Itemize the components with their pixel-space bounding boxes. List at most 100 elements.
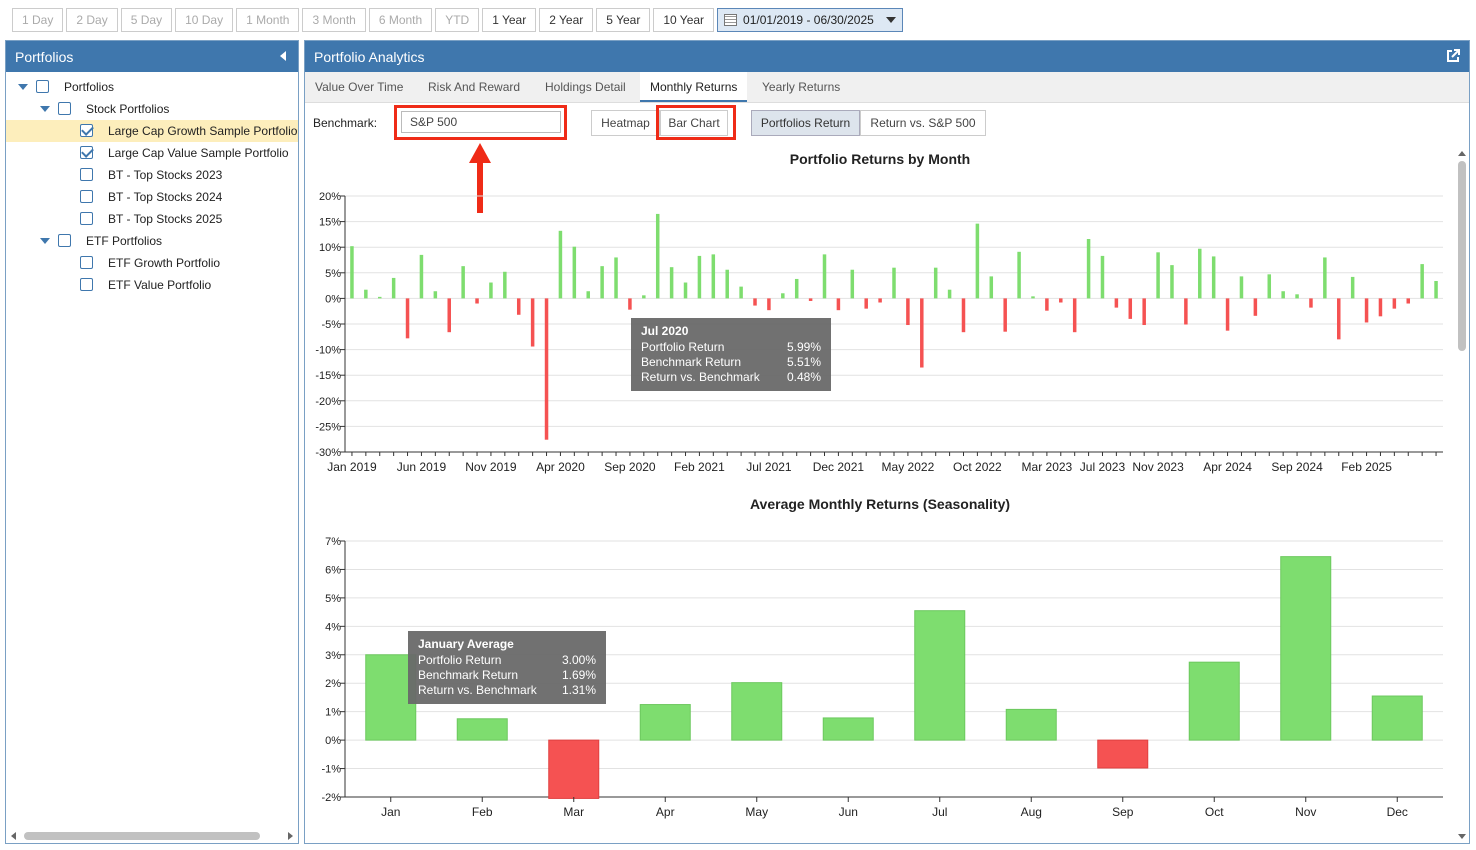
x-tick-label: May 2022	[882, 460, 935, 474]
bar	[725, 269, 729, 299]
tooltip-title: January Average	[418, 637, 514, 651]
bar	[548, 739, 600, 799]
tab-risk-and-reward[interactable]: Risk And Reward	[428, 80, 521, 94]
tree-item-label: BT - Top Stocks 2023	[108, 168, 223, 182]
bar	[947, 289, 952, 299]
expand-arrow-icon[interactable]	[40, 106, 50, 112]
y-tick-label: 6%	[325, 564, 341, 576]
tab-yearly-returns[interactable]: Yearly Returns	[762, 80, 841, 94]
scroll-left-icon[interactable]	[11, 832, 16, 840]
tree-item-checkbox[interactable]	[80, 212, 93, 225]
range-3-month-button[interactable]: 3 Month	[302, 8, 366, 32]
tree-item[interactable]: ETF Portfolios	[6, 230, 298, 252]
x-tick-label: Apr 2024	[1203, 460, 1252, 474]
tree-item-checkbox[interactable]	[80, 146, 93, 159]
tooltip-row: Return vs. Benchmark 1.31%	[418, 683, 596, 698]
tree-item[interactable]: BT - Top Stocks 2025	[6, 208, 298, 230]
bar	[836, 298, 841, 311]
tree-item-checkbox[interactable]	[36, 80, 49, 93]
bar	[1280, 556, 1332, 741]
bar	[1072, 298, 1077, 333]
tree-item-checkbox[interactable]	[80, 256, 93, 269]
bar-chart-button[interactable]: Bar Chart	[660, 110, 728, 136]
range-1-year-button[interactable]: 1 Year	[482, 8, 537, 32]
tree-item[interactable]: BT - Top Stocks 2023	[6, 164, 298, 186]
tree-item-checkbox[interactable]	[80, 190, 93, 203]
vertical-scrollbar[interactable]	[1457, 151, 1467, 841]
tree-item[interactable]: ETF Value Portfolio	[6, 274, 298, 296]
tree-item-checkbox[interactable]	[80, 278, 93, 291]
bar	[1364, 298, 1369, 323]
tree-item[interactable]: Portfolios	[6, 76, 298, 98]
tree-item-label: BT - Top Stocks 2025	[108, 212, 223, 226]
tooltip-row: Return vs. Benchmark 0.48%	[641, 370, 821, 385]
scroll-down-icon[interactable]	[1458, 834, 1466, 839]
tree-item-checkbox[interactable]	[80, 168, 93, 181]
range-10-year-button[interactable]: 10 Year	[653, 8, 715, 32]
expand-arrow-icon[interactable]	[18, 84, 28, 90]
bar	[1170, 265, 1174, 299]
seasonality-chart-title: Average Monthly Returns (Seasonality)	[749, 496, 1011, 512]
bar	[1225, 298, 1230, 331]
tree-item[interactable]: ETF Growth Portfolio	[6, 252, 298, 274]
tree-item[interactable]: Large Cap Growth Sample Portfolio	[6, 120, 298, 142]
bar	[364, 289, 368, 299]
bar	[781, 293, 785, 299]
bar	[1420, 264, 1424, 299]
tree-item-checkbox[interactable]	[80, 124, 93, 137]
benchmark-input[interactable]: S&P 500	[401, 111, 561, 133]
collapse-panel-icon[interactable]	[280, 51, 286, 61]
horizontal-scrollbar[interactable]	[6, 827, 298, 843]
tree-item[interactable]: Stock Portfolios	[6, 98, 298, 120]
range-1-day-button[interactable]: 1 Day	[12, 8, 64, 32]
bar	[975, 223, 980, 299]
x-tick-label: Apr	[656, 805, 675, 819]
bar	[433, 291, 438, 299]
external-link-icon[interactable]	[1446, 49, 1460, 63]
tree-item-checkbox[interactable]	[58, 234, 71, 247]
portfolios-return-button[interactable]: Portfolios Return	[751, 110, 860, 136]
range-5-day-button[interactable]: 5 Day	[120, 8, 173, 32]
scrollbar-thumb[interactable]	[1458, 161, 1466, 351]
range-2-day-button[interactable]: 2 Day	[66, 8, 118, 32]
tab-value-over-time[interactable]: Value Over Time	[315, 80, 404, 94]
x-tick-label: Nov	[1295, 805, 1316, 819]
range-ytd-button[interactable]: YTD	[435, 8, 480, 32]
bar	[822, 254, 827, 299]
scrollbar-thumb[interactable]	[24, 832, 260, 840]
expand-arrow-icon[interactable]	[40, 238, 50, 244]
bar	[920, 298, 924, 368]
tooltip-label: Benchmark Return	[418, 668, 519, 682]
tree-item[interactable]: BT - Top Stocks 2024	[6, 186, 298, 208]
bar	[794, 278, 799, 299]
bar	[642, 295, 646, 299]
y-tick-label: 4%	[325, 621, 341, 633]
bar-chart-highlight-box	[656, 105, 736, 140]
y-tick-label: -10%	[315, 345, 341, 357]
tree-item[interactable]: Large Cap Value Sample Portfolio	[6, 142, 298, 164]
heatmap-button[interactable]: Heatmap	[591, 110, 660, 136]
range-2-year-button[interactable]: 2 Year	[539, 8, 594, 32]
tooltip-value: 1.69%	[561, 668, 596, 682]
tab-monthly-returns[interactable]: Monthly Returns	[640, 72, 748, 102]
x-tick-label: Jul 2021	[746, 460, 792, 474]
y-tick-label: 20%	[319, 191, 341, 203]
return-vs-benchmark-button[interactable]: Return vs. S&P 500	[860, 110, 986, 136]
x-tick-label: Dec	[1387, 805, 1408, 819]
tab-holdings-detail[interactable]: Holdings Detail	[545, 80, 626, 94]
range-1-month-button[interactable]: 1 Month	[236, 8, 300, 32]
bar	[600, 266, 604, 299]
range-10-day-button[interactable]: 10 Day	[175, 8, 234, 32]
bar	[864, 298, 868, 309]
monthly-returns-chart: 20% 15% 10% 5% 0% -5% -10% -15% -20% -25% -30%Jan …	[315, 191, 1443, 474]
date-range-picker[interactable]: 01/01/2019 - 06/30/2025	[717, 8, 904, 32]
x-tick-label: Oct 2022	[953, 460, 1002, 474]
bar	[405, 298, 410, 339]
scroll-up-icon[interactable]	[1458, 151, 1466, 156]
tree-item-checkbox[interactable]	[58, 102, 71, 115]
x-tick-label: Oct	[1205, 805, 1224, 819]
range-5-year-button[interactable]: 5 Year	[596, 8, 651, 32]
bar	[558, 230, 563, 299]
scroll-right-icon[interactable]	[288, 832, 293, 840]
range-6-month-button[interactable]: 6 Month	[368, 8, 433, 32]
